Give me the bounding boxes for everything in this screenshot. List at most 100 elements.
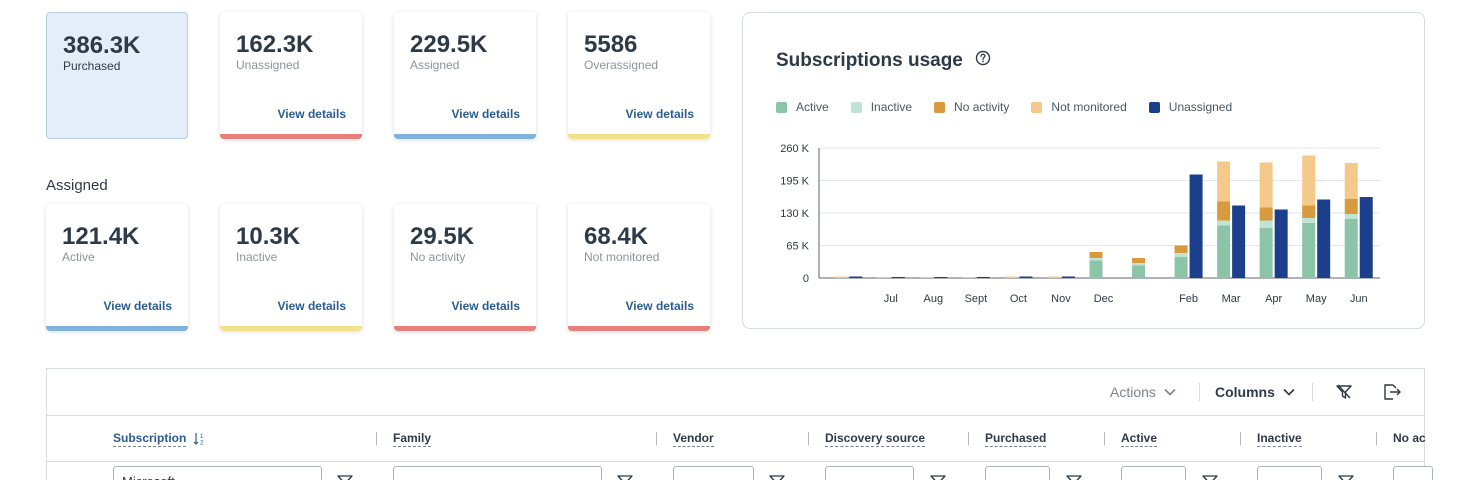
filter-icon[interactable] [1202,475,1218,480]
column-header-discovery-source[interactable]: Discovery source [825,431,926,447]
column-header-label: Inactive [1257,431,1302,445]
legend-item-not-monitored[interactable]: Not monitored [1031,100,1127,114]
bar-unassigned [891,277,905,278]
sort-ascending-icon[interactable]: 1 2 [193,432,207,445]
columns-menu-button[interactable]: Columns [1215,384,1295,400]
filter-icon[interactable] [930,475,946,480]
bar-inactive [1259,220,1273,228]
overassigned-view-details-link[interactable]: View details [625,107,694,121]
bar-inactive [1302,218,1316,223]
legend-item-unassigned[interactable]: Unassigned [1148,100,1232,114]
question-circle-icon[interactable] [975,50,991,66]
bar-no-activity [1302,205,1316,218]
chevron-down-icon [1283,388,1295,396]
chart-title: Subscriptions usage [776,50,963,71]
bar-unassigned [934,277,948,278]
assigned-view-details-link[interactable]: View details [451,107,520,121]
filter-row-divider [47,461,1424,462]
bar-inactive [1089,258,1103,261]
legend-label: Not monitored [1051,100,1127,114]
discovery-source-filter-input[interactable] [825,466,914,480]
column-separator[interactable] [968,432,969,445]
filter-icon[interactable] [769,475,785,480]
active-value: 121.4K [62,223,140,250]
export-icon[interactable] [1382,383,1402,401]
unassigned-card[interactable]: 162.3K Unassigned View details [220,12,362,139]
purchased-card[interactable]: 386.3K Purchased [46,12,188,139]
active-filter-input[interactable] [1121,466,1186,480]
bar-active [1174,257,1188,278]
filter-icon[interactable] [1338,475,1354,480]
legend-label: Active [796,100,829,114]
bar-unassigned [1061,276,1075,278]
active-view-details-link[interactable]: View details [103,299,172,313]
overassigned-card[interactable]: 5586 Overassigned View details [568,12,710,139]
legend-label: No activity [954,100,1010,114]
bar-active [1089,260,1103,278]
column-header-label: Vendor [673,431,714,445]
bar-inactive [1217,220,1231,226]
not-monitored-value: 68.4K [584,223,649,250]
actions-menu-button[interactable]: Actions [1110,384,1176,400]
active-card[interactable]: 121.4K Active View details [46,204,188,331]
bar-unassigned [976,277,990,278]
y-tick-label: 195 K [780,176,809,188]
bar-not-monitored [1004,276,1018,278]
column-separator[interactable] [1240,432,1241,445]
column-separator[interactable] [1104,432,1105,445]
legend-item-no-activity[interactable]: No activity [934,100,1009,114]
column-separator[interactable] [808,432,809,445]
not-monitored-status-bar [568,326,710,331]
column-header-no-activity[interactable]: No ac [1393,431,1426,446]
unassigned-view-details-link[interactable]: View details [277,107,346,121]
bar-not-monitored [1259,162,1273,208]
legend-item-active[interactable]: Active [776,100,829,114]
no-activity-value: 29.5K [410,223,475,250]
column-separator[interactable] [1376,432,1377,445]
column-header-label: Active [1121,431,1158,445]
purchased-filter-input[interactable] [985,466,1050,480]
subscription-filter-input[interactable] [113,466,322,480]
column-header-family[interactable]: Family [393,431,432,447]
column-separator[interactable] [656,432,657,445]
inactive-label: Inactive [236,250,278,264]
column-header-purchased[interactable]: Purchased [985,431,1047,447]
filter-icon[interactable] [337,475,353,480]
bar-active [1259,228,1273,278]
x-tick-label: Apr [1265,293,1282,305]
filter-icon[interactable] [1066,475,1082,480]
bar-no-activity [1089,252,1103,258]
x-tick-label: Feb [1179,293,1198,305]
no-activity-filter-input[interactable] [1393,466,1433,480]
vendor-filter-input[interactable] [673,466,754,480]
bar-unassigned [1274,209,1288,278]
column-header-vendor[interactable]: Vendor [673,431,714,447]
x-tick-label: Sept [965,293,988,305]
filter-clear-icon[interactable] [1335,384,1353,400]
column-separator[interactable] [376,432,377,445]
family-filter-input[interactable] [393,466,602,480]
no-activity-status-bar [394,326,536,331]
inactive-card[interactable]: 10.3K Inactive View details [220,204,362,331]
grid-toolbar: Actions Columns [47,369,1424,416]
assigned-card[interactable]: 229.5K Assigned View details [394,12,536,139]
bar-not-monitored [876,277,890,278]
chart-legend: Active Inactive No activity Not monitore… [776,100,1254,114]
not-monitored-view-details-link[interactable]: View details [625,299,694,313]
no-activity-view-details-link[interactable]: View details [451,299,520,313]
inactive-view-details-link[interactable]: View details [277,299,346,313]
bar-not-monitored [919,277,933,278]
x-tick-label: Dec [1094,293,1114,305]
assigned-section-title: Assigned [46,177,108,194]
columns-label: Columns [1215,384,1275,400]
column-header-subscription[interactable]: Subscription [113,431,187,447]
inactive-filter-input[interactable] [1257,466,1322,480]
bar-unassigned [1359,197,1373,278]
no-activity-card[interactable]: 29.5K No activity View details [394,204,536,331]
y-tick-label: 0 [803,273,809,285]
column-header-active[interactable]: Active [1121,431,1158,447]
legend-item-inactive[interactable]: Inactive [850,100,912,114]
not-monitored-card[interactable]: 68.4K Not monitored View details [568,204,710,331]
filter-icon[interactable] [617,475,633,480]
column-header-inactive[interactable]: Inactive [1257,431,1302,447]
